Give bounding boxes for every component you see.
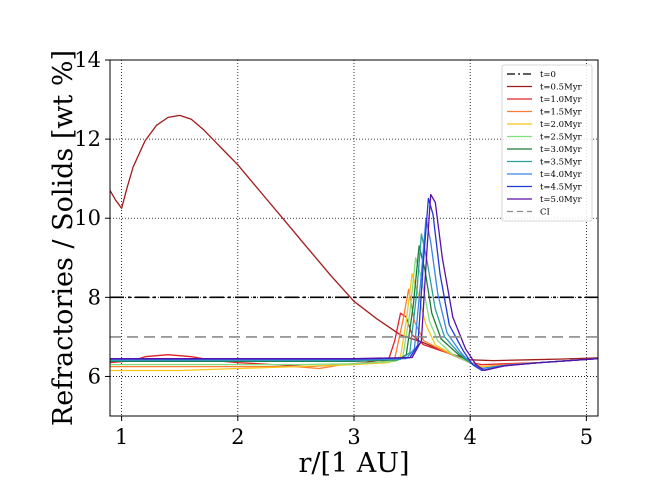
legend-label-11: CI bbox=[540, 208, 550, 218]
y-axis-title: Refractories / Solids [wt %] bbox=[48, 50, 79, 426]
legend-label-5: t=2.5Myr bbox=[540, 133, 583, 143]
legend-label-6: t=3.0Myr bbox=[540, 145, 583, 155]
y-tick-label: 8 bbox=[88, 285, 101, 309]
legend-label-8: t=4.0Myr bbox=[540, 170, 583, 180]
legend-label-3: t=1.5Myr bbox=[540, 108, 583, 118]
legend-label-7: t=3.5Myr bbox=[540, 158, 583, 168]
x-tick-label: 3 bbox=[347, 425, 360, 449]
y-tick-label: 12 bbox=[74, 127, 101, 151]
series-layer bbox=[110, 114, 598, 372]
legend-label-9: t=4.5Myr bbox=[540, 183, 583, 193]
legend-label-10: t=5.0Myr bbox=[540, 195, 583, 205]
series-line-10 bbox=[110, 193, 598, 372]
x-tick-label: 1 bbox=[115, 425, 128, 449]
legend-box bbox=[501, 64, 593, 222]
legend-label-4: t=2.0Myr bbox=[540, 120, 583, 130]
series-line-1 bbox=[110, 114, 598, 362]
x-tick-label: 4 bbox=[464, 425, 477, 449]
y-tick-label: 10 bbox=[74, 206, 101, 230]
x-tick-label: 2 bbox=[231, 425, 244, 449]
legend-label-0: t=0 bbox=[540, 70, 556, 80]
x-axis-title: r/[1 AU] bbox=[298, 448, 409, 479]
legend-label-2: t=1.0Myr bbox=[540, 95, 583, 105]
y-tick-label: 6 bbox=[88, 364, 101, 388]
y-tick-label: 14 bbox=[74, 48, 101, 72]
legend: t=0 t=0.5Myr t=1.0Myr t=1.5Myr t=2.0Myr t=2.5… bbox=[501, 64, 593, 222]
x-tick-label: 5 bbox=[580, 425, 593, 449]
legend-label-1: t=0.5Myr bbox=[540, 83, 583, 93]
